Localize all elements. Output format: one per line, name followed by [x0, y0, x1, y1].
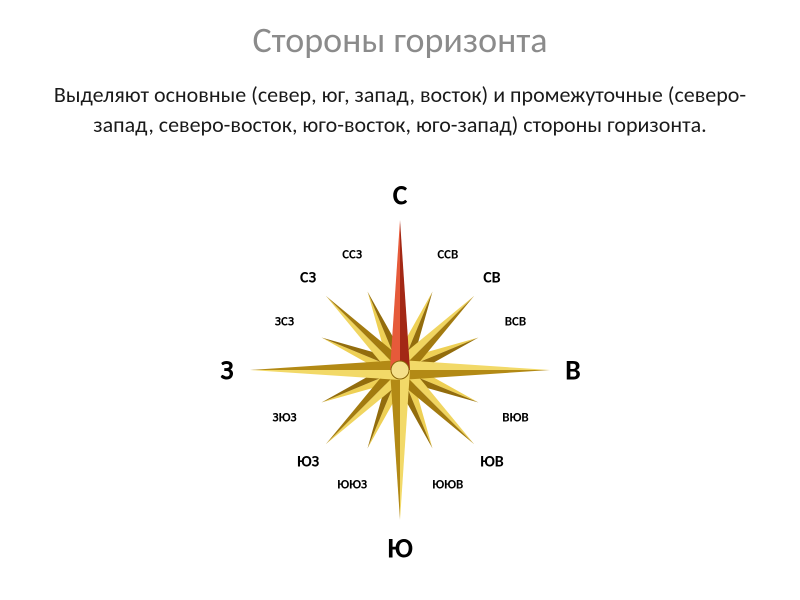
compass-label-ordinal: ЮВ: [480, 452, 504, 471]
compass-label-ordinal: СВ: [483, 269, 500, 288]
title: Стороны горизонта: [0, 0, 800, 72]
compass-label-cardinal: В: [565, 353, 581, 388]
compass-label-secondary: ВЮВ: [502, 410, 528, 425]
compass-label-secondary: ВСВ: [505, 315, 526, 330]
compass-label-cardinal: С: [393, 178, 408, 213]
compass-label-secondary: ЗСЗ: [275, 315, 294, 330]
compass-label-ordinal: СЗ: [300, 269, 316, 288]
compass-svg: [190, 160, 610, 580]
compass-label-cardinal: Ю: [387, 531, 413, 566]
compass-label-secondary: ЗЮЗ: [272, 410, 296, 425]
compass-rose: СВЮЗСВЮВЮЗСЗССВВСВВЮВЮЮВЮЮЗЗЮЗЗСЗССЗ: [190, 160, 610, 580]
description: Выделяют основные (север, юг, запад, вос…: [0, 80, 800, 139]
compass-label-ordinal: ЮЗ: [297, 452, 319, 471]
compass-label-cardinal: З: [220, 353, 234, 388]
compass-label-secondary: ЮЮЗ: [337, 478, 367, 493]
compass-label-secondary: ЮЮВ: [432, 478, 463, 493]
compass-label-secondary: ССВ: [437, 247, 458, 262]
compass-label-secondary: ССЗ: [342, 247, 362, 262]
